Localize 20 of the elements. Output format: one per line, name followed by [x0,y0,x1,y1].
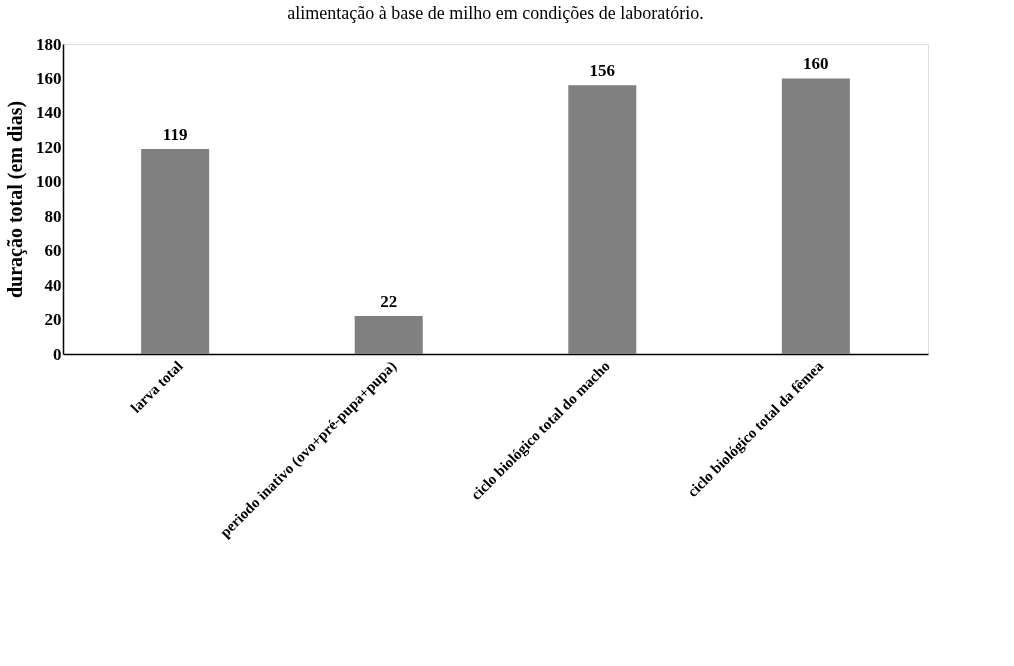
data-label: 160 [803,54,829,74]
y-tick-label: 160 [36,68,62,88]
data-label: 156 [589,61,616,81]
y-tick-label: 40 [44,275,62,295]
y-tick-label: 0 [53,344,62,364]
y-tick-label: 20 [44,310,62,330]
bar [141,149,210,354]
data-label: 22 [380,292,398,312]
bar [354,316,423,354]
y-tick-label: 60 [44,241,62,261]
data-label: 119 [162,125,188,145]
bar [568,85,637,354]
y-tick-label: 120 [36,137,62,157]
bar [781,78,850,354]
y-tick-label: 140 [36,103,62,123]
y-tick-label: 180 [36,34,62,54]
chart-title: alimentação à base de milho em condições de laboratório. [287,3,704,23]
y-tick-label: 100 [36,172,62,192]
y-tick-label: 80 [44,206,62,226]
y-axis-title: duração total (em dias) [4,100,27,299]
